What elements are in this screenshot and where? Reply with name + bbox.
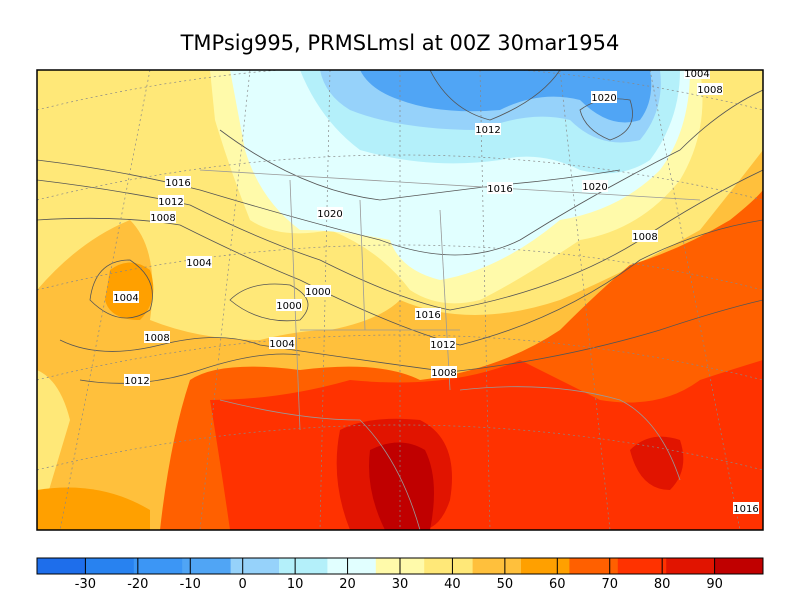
colorbar-segment [714,558,764,574]
contour-label-bg [415,308,441,320]
contour-label: 1004 [113,293,138,304]
contour-label: 1016 [165,178,190,189]
contour-label-bg [150,211,176,223]
colorbar-segment [85,558,135,574]
contour-label-bg [733,502,759,514]
colorbar-tick-label: 30 [392,577,409,592]
contour-labels: 1004 1008 1020 1012 1016 1012 1008 1016 1020 1020… [113,69,759,515]
contour-label: 1004 [684,69,709,80]
colorbar-segment [472,558,522,574]
map-title: TMPsig995, PRMSLmsl at 00Z 30mar1954 [180,31,620,55]
contour-label: 1000 [305,287,330,298]
contour-label-bg [591,91,617,103]
contour-label: 1012 [124,376,149,387]
contour-label-bg [305,285,331,297]
contour-label-bg [165,176,191,188]
colorbar-segment [327,558,377,574]
colorbar-tick-label: 40 [444,577,461,592]
map-frame [36,69,764,531]
contour-label: 1016 [733,504,758,515]
colorbar-tick-label: 0 [239,577,247,592]
colorbar-segment [133,558,183,574]
colorbar-segment [521,558,570,574]
contour-label: 1008 [144,333,169,344]
contour-label-bg [158,195,184,207]
contour-label-bg [475,123,501,135]
contour-label: 1020 [317,209,342,220]
contour-label-bg [697,83,723,95]
colorbar-segment [666,558,716,574]
colorbar-segment [569,558,619,574]
colorbar-tick-label: 60 [549,577,566,592]
boundaries [199,169,701,530]
contour-label: 1000 [276,301,301,312]
contour-label: 1008 [632,232,657,243]
contour-label-bg [113,291,139,303]
contour-label: 1020 [591,93,616,104]
contour-label-bg [684,70,710,79]
contour-label-bg [269,337,295,349]
contour-label: 1012 [475,125,500,136]
contour-label: 1008 [150,213,175,224]
temperature-field: 1004 1008 1020 1012 1016 1012 1008 1016 1020 1020… [37,69,763,530]
contour-label: 1008 [431,368,456,379]
contour-label-bg [317,207,343,219]
colorbar-segment [617,558,667,574]
contour-label: 1004 [186,258,211,269]
colorbar: -30 -20 -10 0 10 20 30 40 50 60 70 80 90 [36,557,764,592]
colorbar-tick-label: -30 [75,577,96,592]
contour-label: 1016 [415,310,440,321]
contour-label-bg [582,180,608,192]
contour-label-bg [124,374,150,386]
graticule [37,70,763,530]
contour-label: 1016 [487,184,512,195]
contour-label-bg [144,331,170,343]
colorbar-segment [279,558,328,574]
contour-label: 1012 [158,197,183,208]
contour-label-bg [632,230,658,242]
colorbar-segment [230,558,280,574]
colorbar-segment [424,558,474,574]
colorbar-segment [37,558,86,574]
colorbar-tick-label: 90 [706,577,723,592]
contour-label: 1012 [430,340,455,351]
contour-label: 1004 [269,339,294,350]
colorbar-tick-label: -10 [180,577,201,592]
contour-label-bg [186,256,212,268]
colorbar-tick-label: 50 [497,577,514,592]
contour-label-bg [276,299,302,311]
colorbar-tick-label: -20 [127,577,148,592]
colorbar-segment [182,558,232,574]
contour-label-bg [487,182,513,194]
colorbar-tick-label: 70 [601,577,618,592]
colorbar-tick-label: 10 [287,577,304,592]
colorbar-tick-label: 80 [654,577,671,592]
contour-label-bg [430,338,456,350]
contour-label: 1008 [697,85,722,96]
colorbar-tick-label: 20 [339,577,356,592]
contour-label: 1020 [582,182,607,193]
contour-label-bg [431,366,457,378]
